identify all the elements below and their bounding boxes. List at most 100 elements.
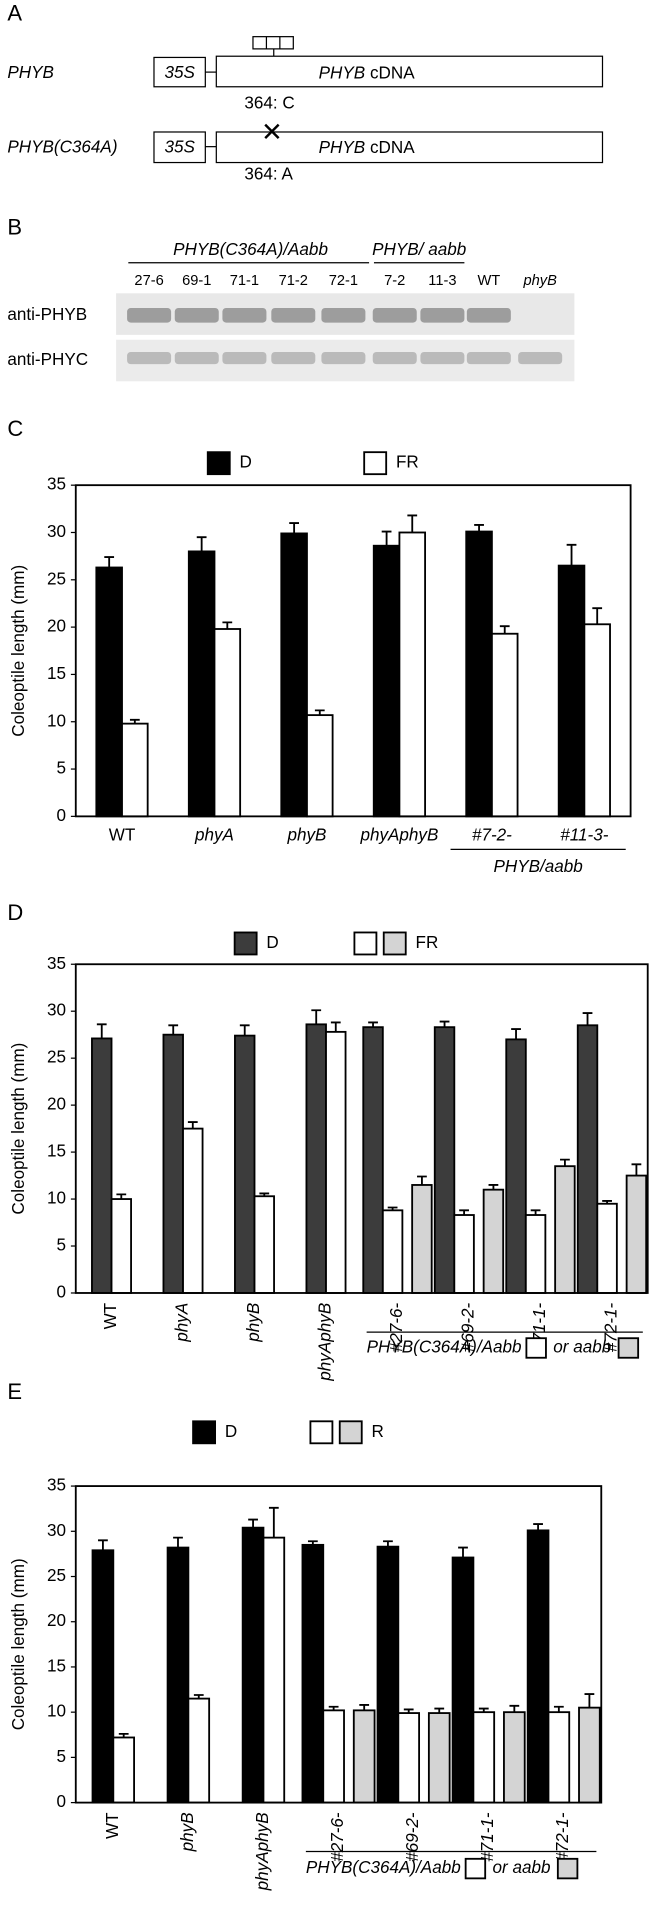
band (372, 307, 417, 323)
y-tick-label: 15 (47, 1142, 66, 1161)
legend-label: FR (396, 453, 419, 472)
x-tick-label: WT (103, 1812, 122, 1839)
bar (376, 1545, 400, 1804)
legend-label: D (240, 453, 252, 472)
y-tick-label: 35 (47, 475, 66, 494)
y-tick-label: 10 (47, 1189, 66, 1208)
y-tick-label: 30 (47, 522, 66, 541)
error-bar (104, 556, 115, 568)
error-bar (239, 1024, 250, 1036)
mutation-mark (264, 123, 280, 139)
promoter: 35S (164, 63, 195, 82)
bar (234, 1034, 256, 1294)
panel-label: E (7, 1379, 22, 1404)
y-tick-label: 35 (47, 954, 66, 973)
bar (262, 1536, 286, 1804)
y-tick-label: 20 (47, 1611, 66, 1630)
bar (526, 1529, 550, 1804)
bar (578, 1706, 601, 1804)
band (127, 351, 172, 365)
bar (490, 632, 519, 818)
error-bar (289, 522, 300, 534)
bar (381, 1209, 404, 1294)
y-tick-label: 25 (47, 569, 66, 588)
error-bar (311, 1009, 322, 1025)
error-bar (474, 523, 484, 532)
band (222, 307, 267, 323)
bar (187, 1697, 211, 1804)
group-swatch (464, 1857, 487, 1880)
promoter-box (153, 131, 206, 164)
bar (362, 1026, 384, 1294)
x-tick-label: #69-2- (403, 1812, 422, 1862)
bar (451, 1556, 475, 1804)
lane-group: PHYB(C364A)/Aabb (173, 240, 328, 259)
error-bar (509, 1704, 520, 1713)
x-tick-label: phyAphyB (316, 1303, 335, 1382)
figure-root: A PHYB 35S PHYB cDNA 364: C PHYB(C364A) … (7, 0, 649, 1891)
band (321, 351, 366, 365)
bar (352, 1709, 376, 1804)
band (174, 351, 219, 365)
y-tick-label: 10 (47, 1702, 66, 1721)
error-bar (330, 1021, 341, 1032)
y-tick-label: 15 (47, 1656, 66, 1675)
band (420, 351, 465, 365)
bar (524, 1214, 547, 1294)
panel-label: B (7, 214, 22, 239)
bar (596, 1202, 618, 1294)
legend-label: FR (416, 933, 439, 952)
y-tick-label: 25 (47, 1048, 66, 1067)
bar (547, 1711, 571, 1804)
y-axis-title: Coleoptile length (mm) (9, 1558, 28, 1730)
bar (253, 1195, 275, 1294)
y-tick-label: 30 (47, 1521, 66, 1540)
error-bar (560, 1158, 570, 1167)
bar (397, 1712, 421, 1804)
band (271, 307, 316, 323)
error-bar (187, 1121, 198, 1129)
band (321, 307, 366, 323)
x-tick-label: #27-6- (387, 1302, 406, 1352)
y-tick-label: 30 (47, 1001, 66, 1020)
bar (583, 623, 611, 818)
gene: PHYB cDNA (319, 63, 416, 82)
error-bar (566, 543, 577, 566)
error-bar (173, 1536, 183, 1548)
row-label: anti-PHYC (7, 350, 88, 369)
x-tick-label: phyAphyB (253, 1812, 272, 1891)
lane-label: 71-2 (279, 273, 308, 289)
legend-swatch (338, 1420, 363, 1445)
cdna-box (215, 55, 604, 88)
lane-label: WT (477, 273, 500, 289)
x-tick-label: phyAphyB (359, 825, 438, 844)
error-bar (458, 1546, 468, 1558)
group-swatch (617, 1337, 640, 1359)
legend-label: R (372, 1422, 384, 1441)
plot-frame (74, 963, 649, 1294)
site: 364: C (244, 93, 294, 112)
bar (557, 564, 586, 818)
bar (325, 1030, 347, 1294)
error-bar (533, 1523, 543, 1531)
gene: PHYB cDNA (319, 137, 416, 156)
construct-name: PHYB (7, 63, 54, 82)
band (420, 307, 465, 323)
gene-suffix: cDNA (370, 63, 415, 82)
error-bar (439, 1020, 450, 1028)
panel-label: D (7, 900, 23, 925)
error-bar (168, 1024, 179, 1035)
bar (411, 1184, 433, 1294)
bar (433, 1026, 456, 1294)
bar (110, 1198, 132, 1294)
group-label: PHYB(C364A)/Aabb (367, 1337, 522, 1356)
bar (472, 1711, 496, 1804)
chromophore (252, 36, 294, 50)
lane-label: 72-1 (329, 273, 358, 289)
promoter-box (153, 56, 206, 88)
band (222, 351, 267, 365)
legend-swatch (353, 931, 378, 956)
x-tick-label: phyA (194, 825, 234, 844)
